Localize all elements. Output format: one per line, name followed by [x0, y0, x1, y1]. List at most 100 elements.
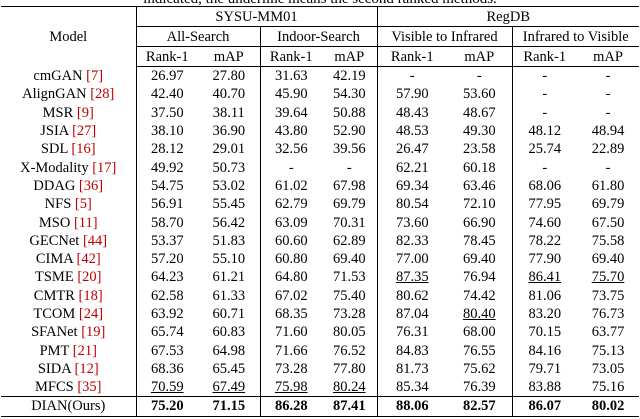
value: 69.79	[332, 196, 366, 213]
citation: [18]	[78, 287, 103, 304]
value-cell: 69.79	[577, 195, 639, 213]
value-cell: 26.47	[377, 140, 447, 158]
value-cell: 81.73	[377, 360, 447, 378]
value-cell: 53.60	[447, 85, 513, 104]
value-cell: 78.45	[447, 231, 513, 250]
value-cell: 56.91	[136, 195, 198, 213]
model-name: SFANet	[31, 324, 78, 341]
value: 70.59	[150, 379, 184, 396]
citation: [24]	[78, 306, 104, 322]
value-cell: 26.97	[136, 67, 198, 86]
row: DIAN(Ours) 75.20 71.15 86.28 87.41 88.06 82.57…	[1, 396, 639, 417]
citation: [20]	[77, 269, 102, 286]
row: NFS [5] 56.91 55.45 62.79 69.79 80.54 72.10 77.…	[1, 195, 639, 214]
value: 68.36	[150, 360, 184, 377]
value-cell: 27.80	[198, 66, 261, 86]
value-cell: 50.88	[322, 103, 378, 122]
metric-header: mAP	[577, 46, 639, 67]
value-cell: 83.20	[512, 305, 577, 323]
value: 67.98	[332, 177, 366, 194]
value: 29.01	[212, 141, 246, 158]
value-cell: 70.15	[512, 323, 577, 341]
value: 63.77	[591, 324, 625, 341]
value: 56.91	[150, 196, 184, 213]
value: -	[605, 159, 611, 176]
value-cell: 76.94	[447, 268, 513, 287]
value: 48.43	[395, 104, 429, 121]
citation: [17]	[92, 159, 117, 176]
model-cell: MFCS [35]	[1, 378, 137, 397]
value: 80.62	[395, 287, 429, 304]
citation: [28]	[90, 86, 115, 103]
value-cell: 48.94	[577, 122, 639, 140]
model-name: MFCS	[35, 379, 74, 396]
value-cell: 54.30	[322, 85, 378, 104]
value: 42.40	[150, 86, 184, 103]
model-cell: GECNet [44]	[1, 231, 137, 250]
value: -	[542, 104, 548, 121]
value: -	[605, 104, 611, 121]
value: 78.45	[462, 232, 496, 249]
subheader-row: All-Search Indoor-Search Visible to Infrar…	[1, 26, 639, 47]
value: 86.07	[528, 398, 562, 415]
value-cell: 63.46	[447, 176, 513, 196]
value-cell: 64.23	[136, 268, 198, 286]
citation: [19]	[81, 324, 106, 341]
value: 54.30	[332, 86, 366, 103]
value-cell: 73.75	[577, 287, 639, 305]
value-cell: 73.05	[577, 360, 639, 378]
value: 50.88	[332, 104, 366, 121]
value-cell: 69.79	[322, 195, 378, 214]
value: 62.58	[150, 287, 184, 304]
value-cell: 62.89	[322, 231, 378, 250]
value-cell: -	[577, 85, 639, 103]
value: 48.12	[528, 123, 562, 140]
citation: [35]	[77, 379, 102, 396]
model-name: TCOM	[33, 306, 76, 322]
value: 67.49	[212, 379, 246, 396]
value: 83.20	[528, 306, 562, 322]
value-cell: -	[447, 66, 513, 86]
value-cell: 55.45	[198, 195, 261, 214]
value: 66.90	[462, 214, 496, 231]
value: -	[346, 159, 352, 176]
value-cell: 43.80	[260, 122, 322, 140]
value: 51.83	[212, 232, 246, 249]
value-cell: 48.12	[512, 122, 577, 140]
value: 85.34	[395, 379, 429, 396]
value-cell: 68.00	[447, 323, 513, 342]
value-cell: 75.20	[136, 396, 198, 417]
value: 64.23	[150, 269, 184, 286]
value: 69.40	[332, 251, 366, 268]
value: 69.79	[591, 196, 625, 213]
model-cell: CIMA [42]	[1, 249, 137, 269]
model-cell: CMTR [18]	[1, 286, 137, 305]
value-cell: 87.35	[377, 268, 447, 286]
value-cell: 80.62	[377, 287, 447, 305]
value-cell: 39.56	[322, 140, 378, 159]
model-cell: TSME [20]	[1, 268, 137, 287]
value: 62.79	[274, 196, 308, 213]
value: 71.15	[212, 398, 246, 415]
value: 67.53	[150, 342, 184, 359]
value: -	[605, 68, 611, 85]
value-cell: -	[512, 158, 577, 176]
value-cell: -	[512, 67, 577, 86]
value-cell: 69.34	[377, 177, 447, 195]
metric-header: Rank-1	[260, 46, 322, 67]
value-cell: 60.60	[260, 232, 322, 250]
citation: [7]	[86, 67, 104, 84]
value: 80.54	[395, 196, 429, 213]
subgroup-header: Indoor-Search	[260, 26, 378, 47]
row: MSR [9] 37.50 38.11 39.64 50.88 48.43 48.67 - -	[1, 103, 639, 122]
value: 80.40	[462, 306, 496, 322]
value: 28.12	[150, 141, 184, 158]
model-cell: DDAG [36]	[1, 176, 137, 196]
value: 62.21	[395, 159, 429, 176]
value-cell: 65.45	[198, 359, 261, 379]
citation: [21]	[72, 342, 97, 359]
value: 71.53	[332, 269, 366, 286]
value-cell: -	[577, 158, 639, 176]
model-name: X-Modality	[20, 159, 89, 176]
model-name: TSME	[35, 269, 74, 286]
